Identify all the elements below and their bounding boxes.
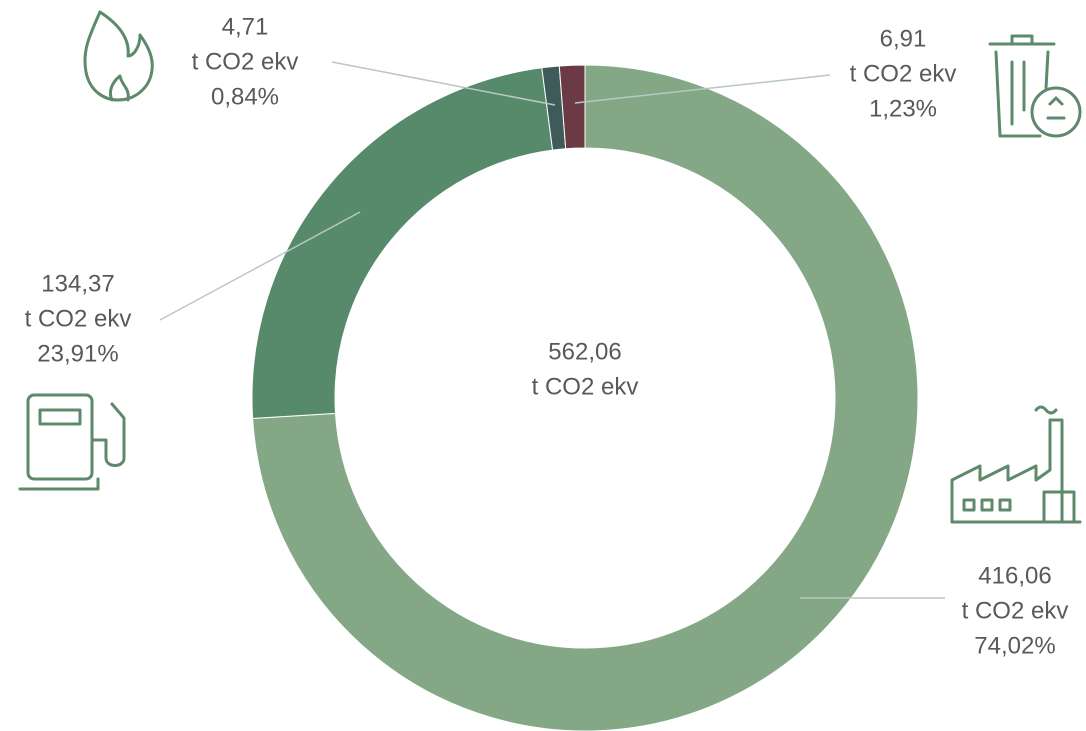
unit-label: t CO2 ekv xyxy=(192,48,299,75)
percent-label: 1,23% xyxy=(869,95,937,122)
leader-line xyxy=(331,61,556,106)
flame-icon xyxy=(83,10,154,102)
center-unit: t CO2 ekv xyxy=(532,373,639,400)
percent-label: 23,91% xyxy=(37,340,118,367)
percent-label: 0,84% xyxy=(211,83,279,110)
fuel-icon xyxy=(18,393,126,491)
value-label: 134,37 xyxy=(41,270,114,297)
value-label: 4,71 xyxy=(222,13,269,40)
percent-label: 74,02% xyxy=(974,632,1055,659)
donut-segment xyxy=(251,67,554,420)
value-label: 416,06 xyxy=(978,562,1051,589)
unit-label: t CO2 ekv xyxy=(850,60,957,87)
unit-label: t CO2 ekv xyxy=(962,597,1069,624)
leader-line xyxy=(159,211,361,321)
unit-label: t CO2 ekv xyxy=(25,305,132,332)
trash-icon xyxy=(988,34,1082,138)
donut-segment xyxy=(252,64,919,731)
leader-line xyxy=(574,74,831,104)
donut-segment xyxy=(558,64,586,150)
factory-icon xyxy=(950,405,1082,524)
value-label: 6,91 xyxy=(880,25,927,52)
center-value: 562,06 xyxy=(548,338,621,365)
